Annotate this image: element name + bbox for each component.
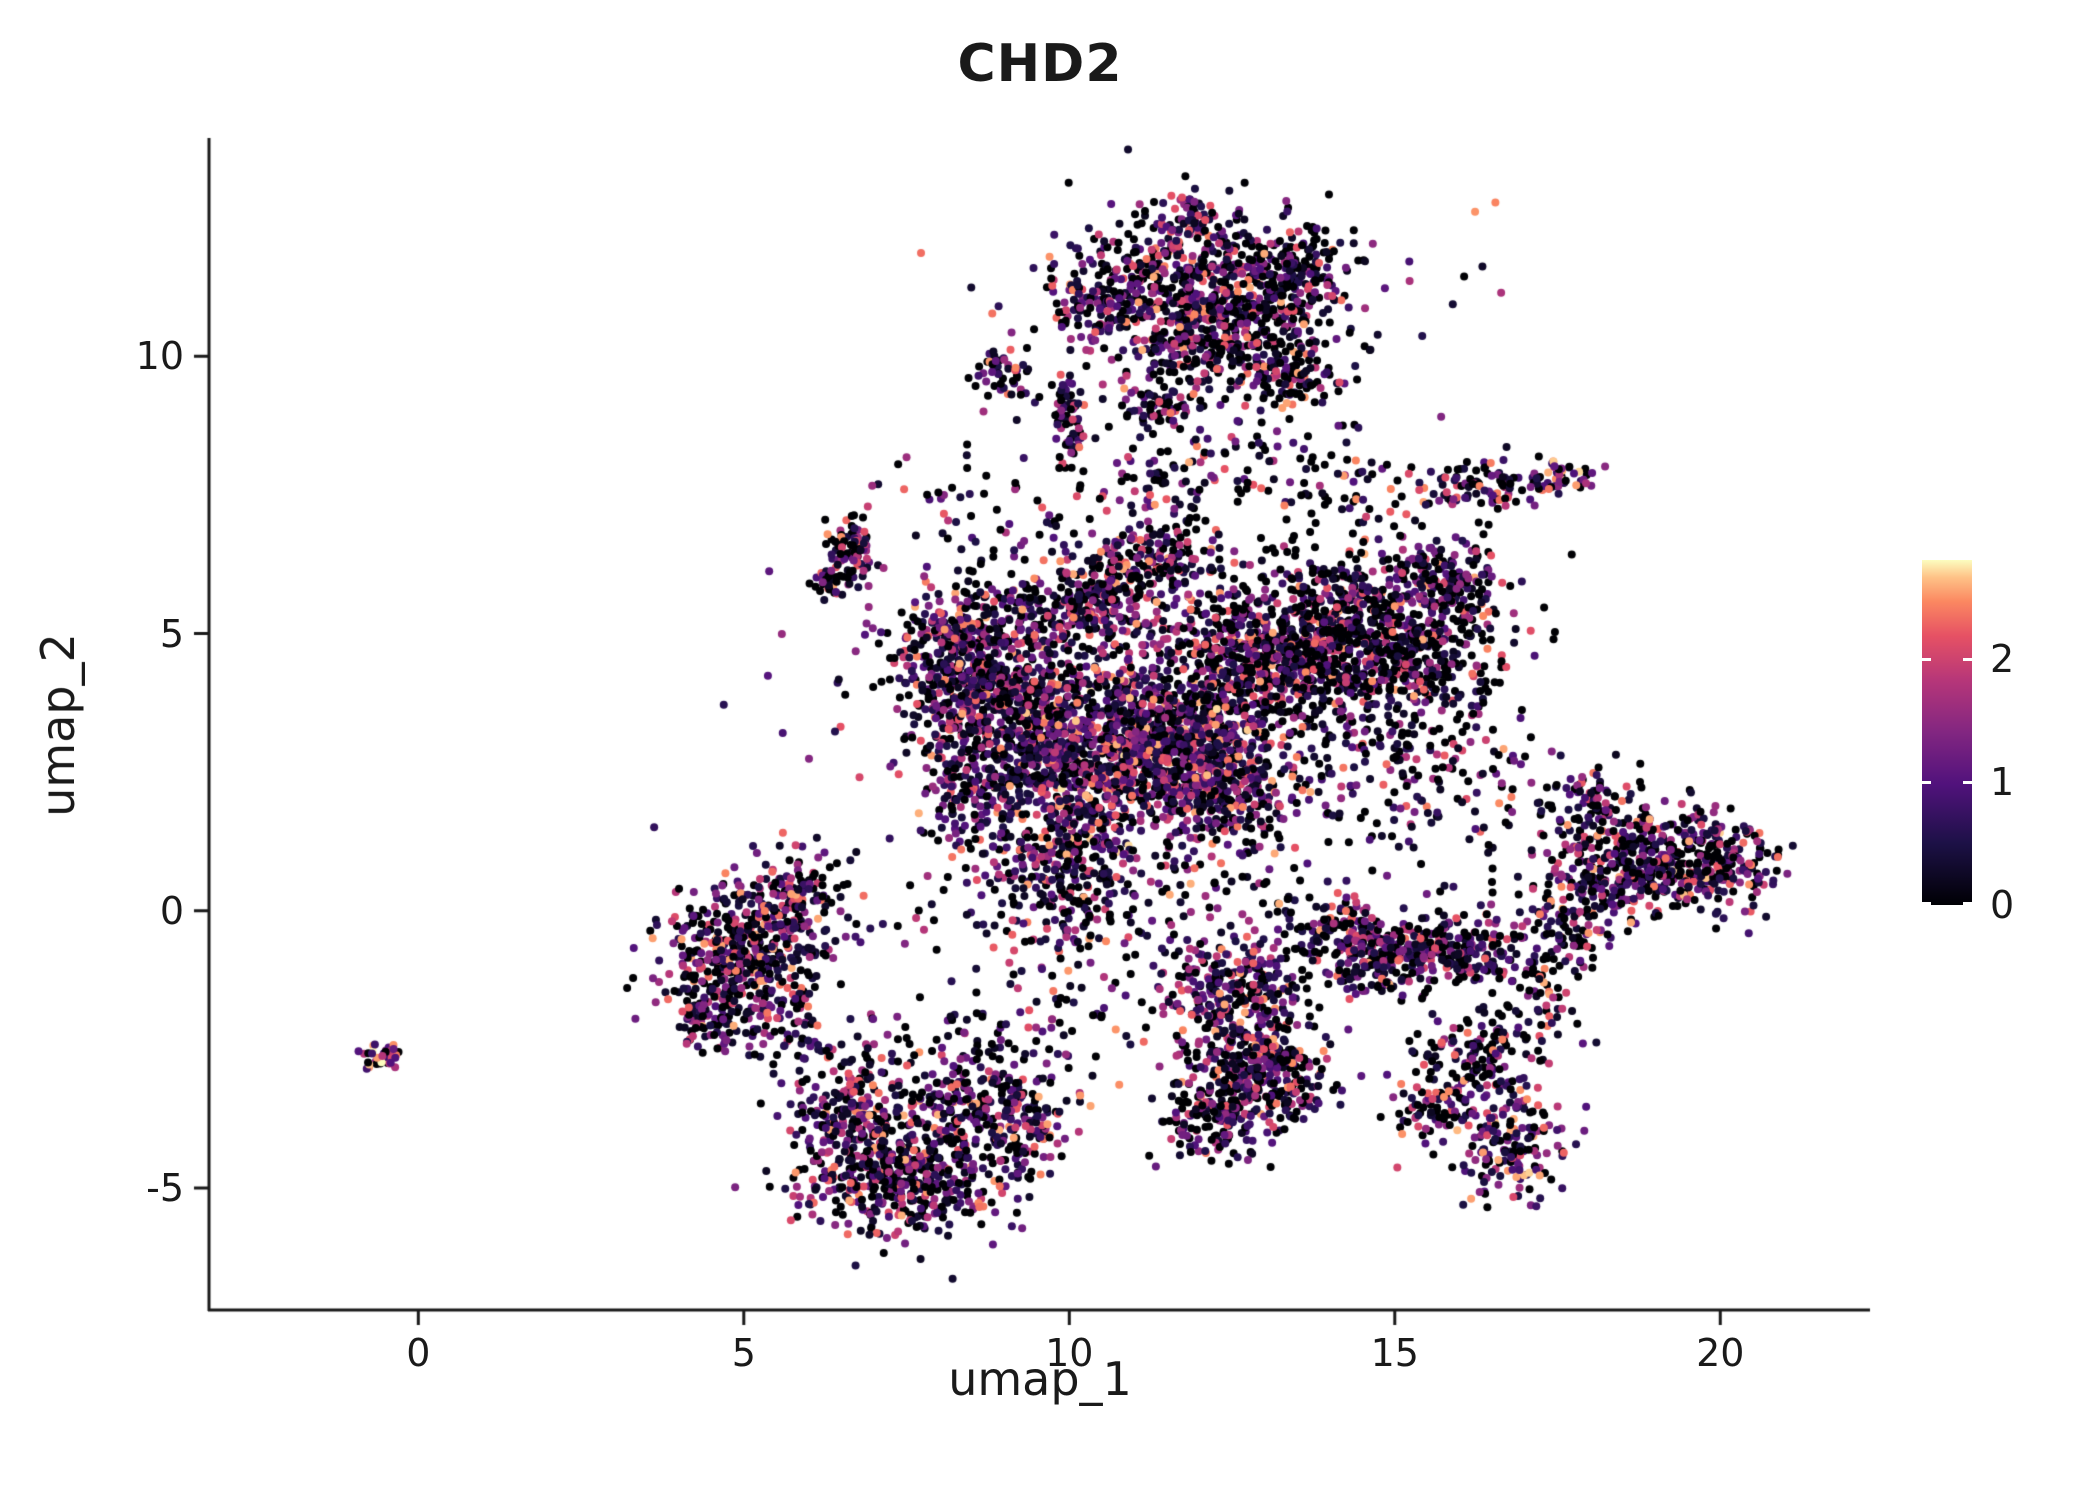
plot-title: CHD2: [957, 34, 1123, 94]
colorbar-tick-mark: [1922, 657, 1931, 661]
x-tick-label: 20: [1696, 1331, 1745, 1375]
colorbar-gradient: [1922, 560, 1972, 905]
x-tick-label: 0: [406, 1331, 431, 1375]
colorbar-tick-mark: [1922, 902, 1931, 905]
colorbar-legend: [1922, 560, 1972, 905]
x-tick-label: 10: [1045, 1331, 1094, 1375]
y-tick-label: 5: [159, 611, 184, 656]
colorbar-tick-label: 0: [1990, 883, 2015, 927]
y-tick-label: 10: [135, 334, 184, 379]
colorbar-tick-mark: [1963, 780, 1972, 784]
y-tick-label: -5: [146, 1166, 184, 1210]
x-axis-label: umap_1: [948, 1352, 1132, 1406]
colorbar-tick-mark: [1922, 780, 1931, 784]
colorbar-tick-mark: [1963, 902, 1972, 905]
x-tick-label: 15: [1370, 1331, 1419, 1375]
colorbar-tick-label: 1: [1990, 759, 2015, 804]
y-tick-label: 0: [159, 888, 184, 933]
y-axis-label: umap_2: [31, 633, 85, 817]
colorbar-tick-mark: [1963, 657, 1972, 661]
colorbar-tick-label: 2: [1990, 636, 2015, 681]
x-tick-label: 5: [731, 1331, 756, 1375]
